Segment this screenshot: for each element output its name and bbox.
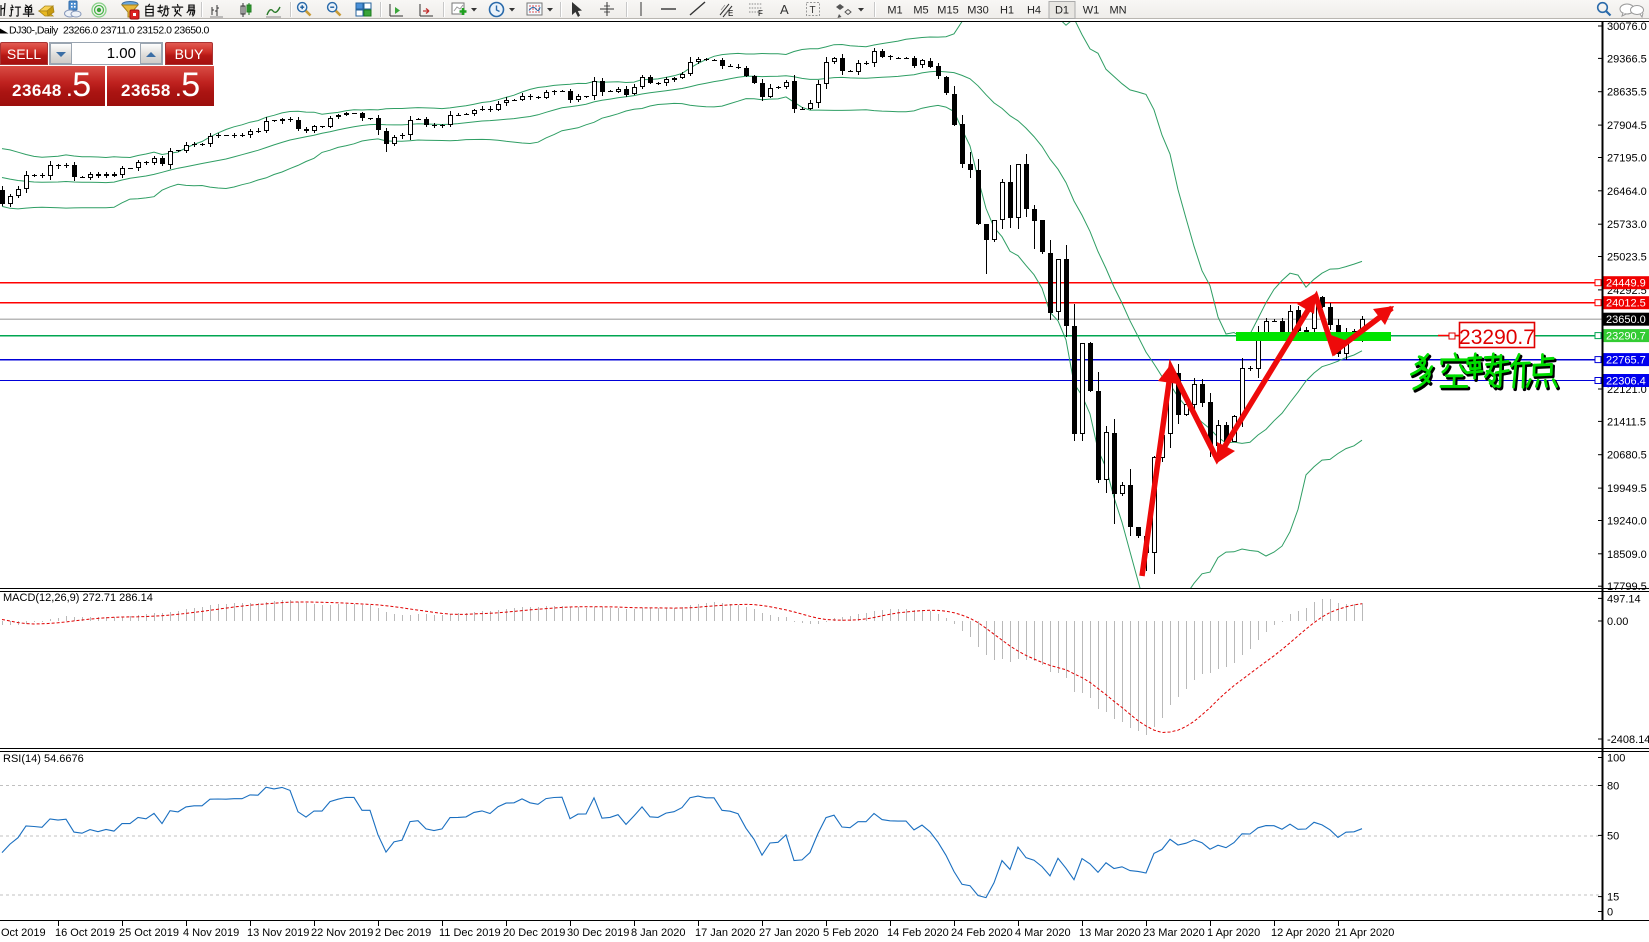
svg-text:27 Jan 2020: 27 Jan 2020 [759, 927, 820, 939]
svg-text:23266.0 23711.0 23152.0 23650.: 23266.0 23711.0 23152.0 23650.0 [63, 25, 209, 37]
svg-text:100: 100 [1607, 753, 1625, 765]
svg-text:-2408.14: -2408.14 [1607, 734, 1649, 746]
svg-text:25023.5: 25023.5 [1607, 252, 1647, 264]
svg-text:80: 80 [1607, 781, 1619, 793]
svg-text:23290.7: 23290.7 [1606, 331, 1646, 343]
svg-text:50: 50 [1607, 830, 1619, 842]
svg-text:0.00: 0.00 [1607, 616, 1628, 628]
svg-text:29366.5: 29366.5 [1607, 53, 1647, 65]
svg-text:11 Dec 2019: 11 Dec 2019 [439, 927, 501, 939]
svg-text:22765.7: 22765.7 [1606, 355, 1646, 367]
svg-text:5 Feb 2020: 5 Feb 2020 [823, 927, 879, 939]
svg-text:F: F [758, 9, 763, 18]
svg-text:0: 0 [1607, 907, 1613, 919]
svg-text:4 Mar 2020: 4 Mar 2020 [1015, 927, 1071, 939]
svg-text:A: A [780, 2, 789, 17]
svg-text:M5: M5 [913, 5, 928, 17]
svg-text:30076.0: 30076.0 [1607, 21, 1647, 33]
svg-text:19949.5: 19949.5 [1607, 483, 1647, 495]
svg-text:W1: W1 [1083, 5, 1100, 17]
svg-text:30 Dec 2019: 30 Dec 2019 [567, 927, 629, 939]
svg-text:M15: M15 [937, 5, 958, 17]
svg-text:21 Apr 2020: 21 Apr 2020 [1335, 927, 1394, 939]
svg-text:T: T [810, 5, 816, 16]
svg-text:24 Feb 2020: 24 Feb 2020 [951, 927, 1013, 939]
svg-text:E: E [728, 9, 733, 18]
svg-text:16 Oct 2019: 16 Oct 2019 [55, 927, 115, 939]
svg-text:17799.5: 17799.5 [1607, 581, 1647, 593]
svg-text:23650.0: 23650.0 [1606, 314, 1646, 326]
svg-text:H4: H4 [1027, 5, 1041, 17]
svg-text:M30: M30 [967, 5, 988, 17]
svg-text:D1: D1 [1055, 5, 1069, 17]
svg-text:25733.0: 25733.0 [1607, 219, 1647, 231]
svg-text:26464.0: 26464.0 [1607, 186, 1647, 198]
svg-text:23 Mar 2020: 23 Mar 2020 [1143, 927, 1205, 939]
svg-text:17 Jan 2020: 17 Jan 2020 [695, 927, 756, 939]
svg-text:H1: H1 [1000, 5, 1014, 17]
svg-text:14 Feb 2020: 14 Feb 2020 [887, 927, 949, 939]
svg-text:15: 15 [1607, 892, 1619, 904]
svg-text:20 Dec 2019: 20 Dec 2019 [503, 927, 565, 939]
svg-text:13 Mar 2020: 13 Mar 2020 [1079, 927, 1141, 939]
svg-text:22 Nov 2019: 22 Nov 2019 [311, 927, 373, 939]
svg-text:RSI(14) 54.6676: RSI(14) 54.6676 [3, 753, 84, 765]
svg-text:MN: MN [1109, 5, 1126, 17]
svg-text:27904.5: 27904.5 [1607, 120, 1647, 132]
svg-text:18509.0: 18509.0 [1607, 549, 1647, 561]
svg-text:M1: M1 [887, 5, 902, 17]
svg-text:MACD(12,26,9) 272.71 286.14: MACD(12,26,9) 272.71 286.14 [3, 592, 153, 604]
svg-text:20680.5: 20680.5 [1607, 450, 1647, 462]
svg-text:21411.5: 21411.5 [1607, 416, 1646, 428]
svg-text:28635.5: 28635.5 [1607, 87, 1647, 99]
svg-text:19240.0: 19240.0 [1607, 516, 1647, 528]
svg-text:12 Apr 2020: 12 Apr 2020 [1271, 927, 1330, 939]
svg-text:497.14: 497.14 [1607, 593, 1641, 605]
svg-text:4 Nov 2019: 4 Nov 2019 [183, 927, 239, 939]
svg-text:23290.7: 23290.7 [1459, 326, 1535, 349]
svg-text:25 Oct 2019: 25 Oct 2019 [119, 927, 179, 939]
svg-text:24449.9: 24449.9 [1606, 278, 1646, 290]
svg-text:Oct 2019: Oct 2019 [1, 927, 46, 939]
svg-text:27195.0: 27195.0 [1607, 153, 1647, 165]
svg-text:22306.4: 22306.4 [1606, 376, 1646, 388]
svg-text:2 Dec 2019: 2 Dec 2019 [375, 927, 431, 939]
svg-text:8 Jan 2020: 8 Jan 2020 [631, 927, 685, 939]
svg-text:24012.5: 24012.5 [1606, 298, 1646, 310]
svg-text:1 Apr 2020: 1 Apr 2020 [1207, 927, 1260, 939]
svg-text:13 Nov 2019: 13 Nov 2019 [247, 927, 309, 939]
svg-text:DJ30-,Daily: DJ30-,Daily [9, 25, 59, 37]
